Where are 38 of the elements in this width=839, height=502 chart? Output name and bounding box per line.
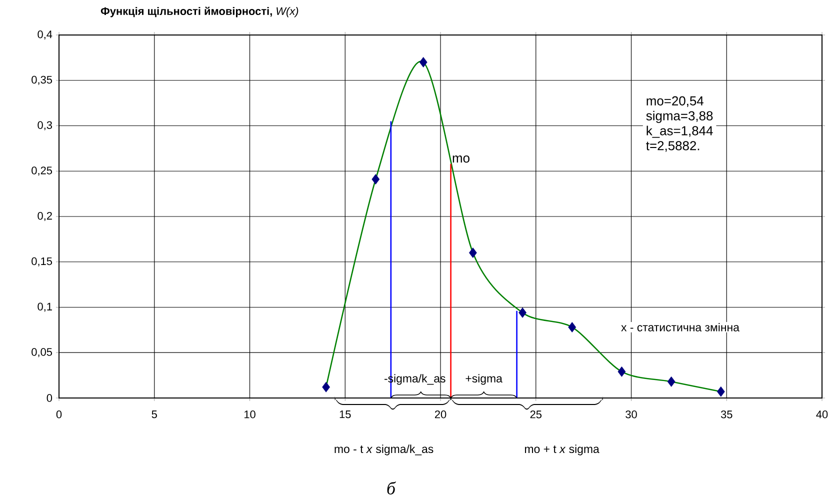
point — [667, 376, 676, 387]
point — [419, 57, 428, 68]
text: б — [387, 481, 396, 494]
annotation: sigma=3,88 — [646, 110, 713, 123]
y-tick-label: 0,3 — [38, 121, 52, 130]
point — [618, 366, 626, 377]
x-tick-label: 0 — [56, 410, 62, 418]
y-tick-label: 0,25 — [32, 166, 52, 176]
annotation: mo — [452, 156, 470, 163]
point — [716, 386, 725, 397]
x-tick-label: 15 — [340, 410, 351, 418]
point — [468, 248, 477, 258]
x-tick-label: 5 — [152, 410, 157, 418]
point — [322, 382, 330, 392]
y-tick-label: 0 — [46, 394, 52, 402]
text: mo + t x sigma — [525, 444, 600, 456]
annotation: x - статистична змінна — [621, 323, 740, 332]
point — [372, 174, 380, 184]
y-tick-label: 0,4 — [38, 30, 52, 40]
point — [518, 307, 526, 318]
x-tick-label: 20 — [434, 410, 446, 418]
x-tick-label: 40 — [816, 410, 828, 418]
x-tick-label: 35 — [720, 410, 732, 418]
y-tick-label: 0,2 — [38, 212, 52, 222]
x-tick-label: 25 — [530, 410, 542, 418]
chart-title: Функція щільності ймовірності, W(x) — [100, 6, 298, 18]
x-tick-label: 10 — [244, 410, 256, 418]
y-tick-label: 0,1 — [38, 302, 52, 312]
y-tick-label: 0,15 — [32, 257, 52, 266]
y-tick-label: 0,35 — [32, 76, 52, 85]
x-tick-label: 30 — [626, 410, 637, 418]
y-tick-label: 0,05 — [32, 348, 52, 358]
point — [568, 322, 576, 332]
annotation: t=2,5882. — [646, 141, 700, 152]
annotation: mo=20,54 — [646, 96, 704, 107]
text: mo - t x sigma/k_as — [334, 444, 434, 456]
annotation: k_as=1,844 — [646, 126, 713, 138]
annotation: +sigma — [466, 374, 502, 385]
